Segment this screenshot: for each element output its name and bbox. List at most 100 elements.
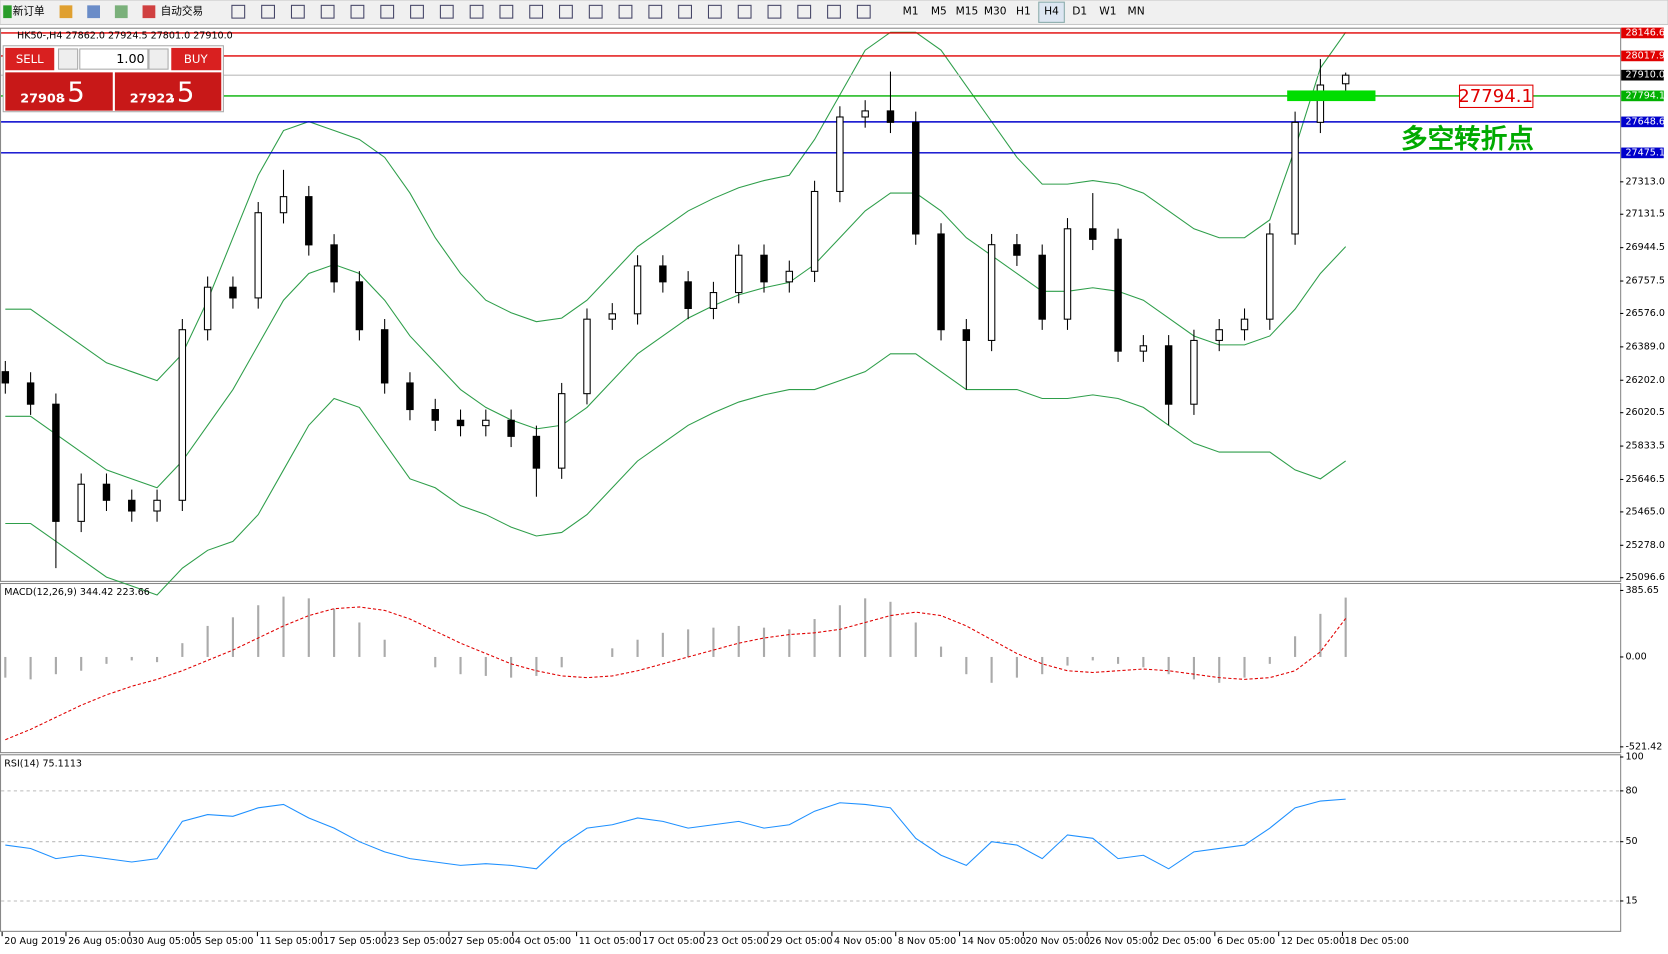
- timeframe[interactable]: MN: [1128, 5, 1145, 18]
- candle-body: [1215, 329, 1223, 341]
- tool-icon[interactable]: [290, 4, 305, 19]
- x-tick-label: 2 Dec 05:00: [1153, 936, 1211, 947]
- y-tick-label: 0.00: [1625, 651, 1646, 662]
- lot-up[interactable]: [148, 48, 169, 70]
- tool-icon[interactable]: [827, 4, 841, 19]
- x-tick-label: 4 Oct 05:00: [515, 936, 571, 947]
- new-order-button[interactable]: 新订单: [13, 5, 45, 18]
- candle-body: [507, 419, 515, 437]
- x-tick-label: 26 Aug 05:00: [68, 936, 132, 947]
- lot-input[interactable]: [79, 48, 149, 70]
- y-tick-label: 25465.0: [1625, 506, 1665, 517]
- tool-icon[interactable]: [231, 4, 246, 19]
- candle-body: [406, 382, 414, 411]
- band-upper: [5, 31, 1347, 382]
- trade-panel: SELL 1.00 BUY 27908 .5 27922 .5: [2, 45, 224, 113]
- candle-body: [1038, 254, 1046, 320]
- level-label: 28146.6: [1625, 27, 1665, 38]
- tool-icon[interactable]: [767, 4, 782, 19]
- tool-icon[interactable]: [439, 4, 454, 19]
- tool-icons: [231, 4, 871, 19]
- timeframe[interactable]: M30: [984, 5, 1007, 18]
- ask-box[interactable]: [114, 72, 222, 111]
- timeframe[interactable]: M1: [903, 5, 919, 18]
- icon[interactable]: [114, 5, 128, 19]
- tool-icon[interactable]: [320, 4, 335, 19]
- y-tick-label: 50: [1625, 836, 1637, 847]
- chart-header: HK50-,H4 27862.0 27924.5 27801.0 27910.0: [17, 31, 233, 42]
- price-box: [1458, 84, 1534, 108]
- x-tick-label: 20 Nov 05:00: [1025, 936, 1089, 947]
- level-tag: [1621, 147, 1664, 159]
- bid-main[interactable]: 27908: [20, 91, 64, 106]
- y-tick-label: 26757.5: [1625, 276, 1665, 287]
- candle-body: [153, 499, 161, 512]
- candle-body: [987, 244, 996, 341]
- tool-icon[interactable]: [380, 4, 395, 19]
- timeframe[interactable]: D1: [1072, 5, 1087, 18]
- candle-body: [886, 110, 895, 123]
- icon[interactable]: [87, 5, 100, 19]
- icon[interactable]: [59, 5, 73, 19]
- timeframe[interactable]: W1: [1099, 5, 1116, 18]
- tool-icon[interactable]: [261, 4, 275, 19]
- tool-icon[interactable]: [410, 4, 424, 19]
- ask-main[interactable]: 27922: [130, 91, 174, 106]
- tool-icon[interactable]: [499, 4, 514, 19]
- tool-icon[interactable]: [648, 4, 663, 19]
- icon[interactable]: [142, 5, 156, 19]
- buy-button[interactable]: [171, 47, 222, 71]
- sell-label[interactable]: SELL: [16, 52, 44, 66]
- candle-body: [1316, 84, 1325, 123]
- tool-icon[interactable]: [618, 4, 633, 19]
- tool-icon[interactable]: [737, 4, 752, 19]
- y-tick-label: 25096.6: [1625, 572, 1665, 583]
- candle-body: [532, 435, 541, 469]
- tool-icon[interactable]: [678, 4, 692, 19]
- candle-body: [26, 382, 35, 405]
- toolbar: 新订单 自动交易 M1 M5 M15 M30 H1 H4 D1 W1 MN: [0, 0, 1668, 26]
- candle-body: [1114, 238, 1122, 352]
- y-tick-label: 15: [1625, 895, 1637, 906]
- sell-button[interactable]: [5, 47, 55, 71]
- timeframe[interactable]: H4: [1044, 5, 1059, 18]
- x-tick-label: 11 Oct 05:00: [579, 936, 641, 947]
- y-tick-label: 26576.0: [1625, 308, 1665, 319]
- tool-icon[interactable]: [856, 4, 871, 19]
- timeframe-active[interactable]: [1038, 1, 1065, 23]
- tool-icon[interactable]: [797, 4, 812, 19]
- rsi-frame: [0, 754, 1622, 932]
- tool-icon[interactable]: [707, 4, 722, 19]
- tool-icon[interactable]: [469, 4, 484, 19]
- tool-icon[interactable]: [350, 4, 365, 19]
- plots: 27313.0 27131.5 26944.5 26757.5 26576.0 26389…: [1, 27, 1665, 947]
- x-tick-label: 8 Nov 05:00: [898, 936, 956, 947]
- candle-body: [1164, 345, 1173, 405]
- icon: [3, 5, 12, 19]
- y-tick-label: 27131.5: [1625, 209, 1665, 220]
- tool-icon[interactable]: [559, 4, 573, 19]
- candle-body: [330, 244, 338, 283]
- x-tick-label: 5 Sep 05:00: [196, 936, 254, 947]
- timeframe[interactable]: H1: [1016, 5, 1031, 18]
- ask-pips[interactable]: .5: [168, 76, 194, 109]
- lot-value[interactable]: 1.00: [116, 52, 144, 67]
- level-tag: [1621, 50, 1664, 62]
- candle-body: [1240, 318, 1249, 331]
- tool-icon[interactable]: [529, 4, 544, 19]
- candle-body: [355, 281, 364, 331]
- auto-trading-button[interactable]: 自动交易: [161, 5, 204, 18]
- candle-body: [785, 270, 794, 283]
- buy-label[interactable]: BUY: [184, 52, 209, 66]
- lot-down[interactable]: [57, 48, 79, 70]
- bid-pips[interactable]: .5: [59, 76, 85, 109]
- candle-body: [861, 110, 869, 118]
- timeframe[interactable]: M5: [931, 5, 947, 18]
- candle-body: [52, 403, 60, 522]
- timeframe[interactable]: M15: [956, 5, 979, 18]
- bid-box[interactable]: [5, 72, 113, 111]
- candle-body: [709, 292, 718, 309]
- level-tag: [1621, 27, 1664, 39]
- tool-icon[interactable]: [588, 4, 603, 19]
